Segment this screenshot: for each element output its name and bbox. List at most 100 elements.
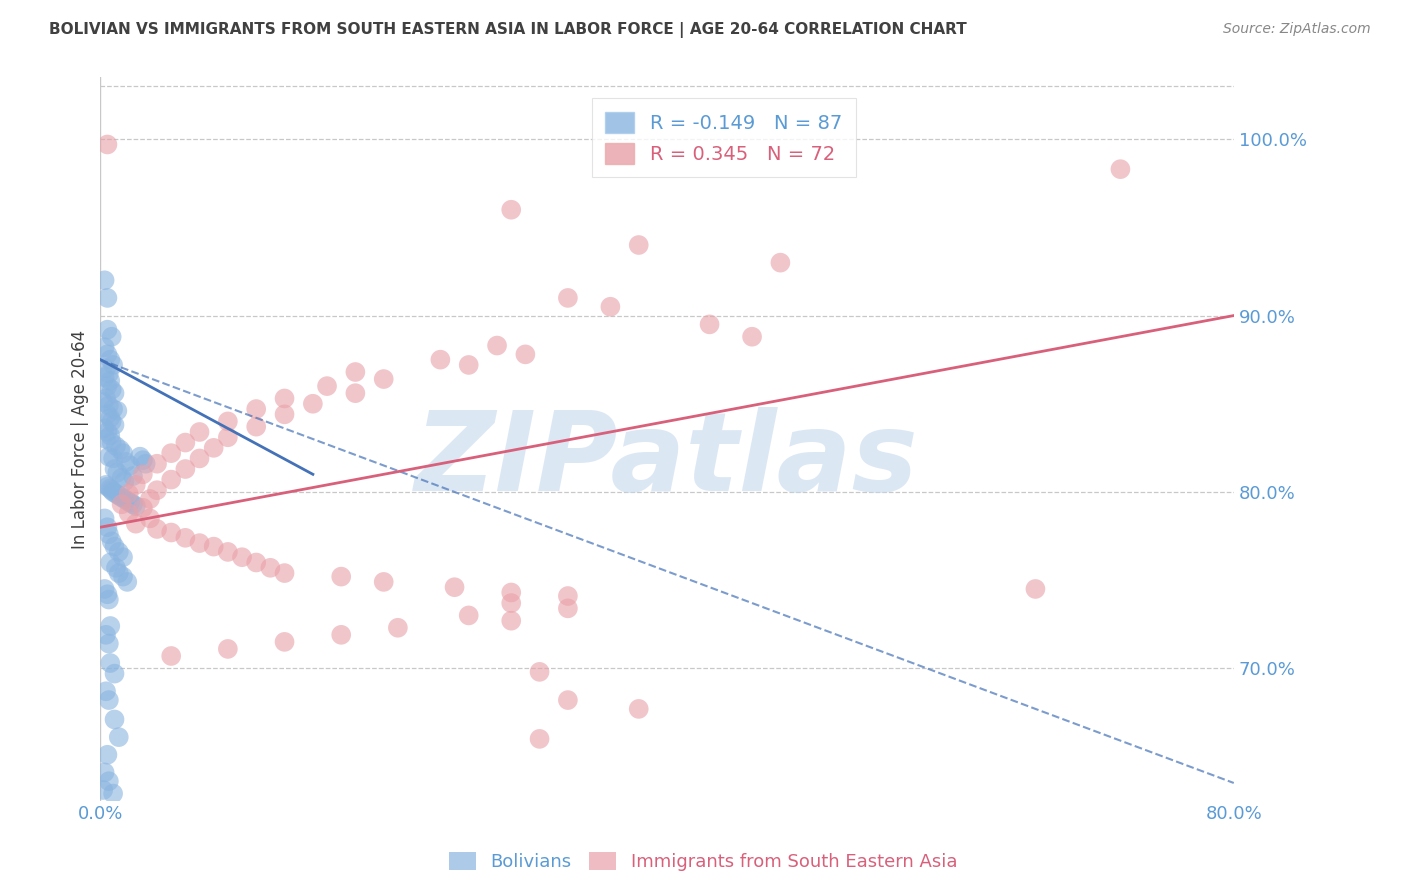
Point [699, 318, 721, 332]
Point [188, 451, 211, 466]
Point [129, 450, 152, 464]
Point [486, 338, 509, 352]
Point [111, 446, 134, 460]
Point [100, 534, 122, 549]
Point [217, 641, 239, 656]
Point [217, 430, 239, 444]
Point [273, 566, 295, 580]
Point [94, 392, 117, 406]
Point [160, 446, 183, 460]
Point [741, 329, 763, 343]
Point [97, 367, 120, 381]
Point [98, 352, 121, 367]
Point [93, 511, 115, 525]
Point [273, 635, 295, 649]
Point [94, 684, 117, 698]
Y-axis label: In Labor Force | Age 20-64: In Labor Force | Age 20-64 [72, 329, 89, 549]
Point [93, 765, 115, 780]
Point [98, 619, 121, 633]
Point [245, 556, 267, 570]
Point [231, 550, 253, 565]
Point [97, 774, 120, 789]
Point [344, 386, 367, 401]
Point [557, 589, 579, 603]
Legend: R = -0.149   N = 87, R = 0.345   N = 72: R = -0.149 N = 87, R = 0.345 N = 72 [592, 98, 856, 178]
Point [104, 486, 127, 500]
Point [107, 730, 129, 744]
Point [94, 478, 117, 492]
Point [100, 414, 122, 428]
Point [107, 566, 129, 580]
Point [93, 421, 115, 435]
Point [125, 516, 148, 531]
Point [96, 425, 118, 439]
Point [98, 482, 121, 496]
Point [97, 592, 120, 607]
Point [373, 574, 395, 589]
Point [457, 358, 479, 372]
Point [103, 417, 125, 432]
Point [174, 435, 197, 450]
Point [373, 372, 395, 386]
Point [125, 499, 148, 513]
Point [96, 520, 118, 534]
Point [93, 582, 115, 596]
Point [627, 238, 650, 252]
Point [100, 435, 122, 450]
Point [100, 483, 122, 498]
Point [100, 383, 122, 397]
Point [103, 462, 125, 476]
Point [117, 493, 139, 508]
Point [110, 471, 132, 485]
Point [118, 506, 141, 520]
Point [501, 202, 523, 217]
Point [557, 601, 579, 615]
Text: Source: ZipAtlas.com: Source: ZipAtlas.com [1223, 22, 1371, 37]
Point [98, 556, 121, 570]
Point [103, 540, 125, 554]
Point [98, 374, 121, 388]
Point [93, 340, 115, 354]
Point [330, 569, 353, 583]
Point [599, 300, 621, 314]
Point [122, 469, 145, 483]
Text: ZIPatlas: ZIPatlas [415, 408, 920, 514]
Point [118, 486, 141, 500]
Point [120, 495, 142, 509]
Point [202, 540, 225, 554]
Point [97, 693, 120, 707]
Point [105, 466, 128, 480]
Point [174, 462, 197, 476]
Text: BOLIVIAN VS IMMIGRANTS FROM SOUTH EASTERN ASIA IN LABOR FORCE | AGE 20-64 CORREL: BOLIVIAN VS IMMIGRANTS FROM SOUTH EASTER… [49, 22, 967, 38]
Point [273, 392, 295, 406]
Point [245, 419, 267, 434]
Point [120, 458, 142, 473]
Point [107, 488, 129, 502]
Point [146, 522, 169, 536]
Point [245, 402, 267, 417]
Point [1109, 162, 1132, 177]
Point [627, 702, 650, 716]
Point [515, 347, 537, 361]
Point [98, 410, 121, 425]
Point [273, 408, 295, 422]
Point [160, 473, 183, 487]
Point [96, 323, 118, 337]
Point [443, 580, 465, 594]
Point [557, 693, 579, 707]
Point [93, 370, 115, 384]
Point [96, 587, 118, 601]
Point [110, 497, 132, 511]
Point [1024, 582, 1046, 596]
Point [429, 352, 451, 367]
Point [101, 787, 124, 801]
Point [387, 621, 409, 635]
Point [111, 550, 134, 565]
Point [139, 491, 162, 506]
Point [104, 561, 127, 575]
Point [96, 137, 118, 152]
Point [330, 628, 353, 642]
Point [501, 585, 523, 599]
Point [259, 561, 281, 575]
Point [105, 404, 128, 418]
